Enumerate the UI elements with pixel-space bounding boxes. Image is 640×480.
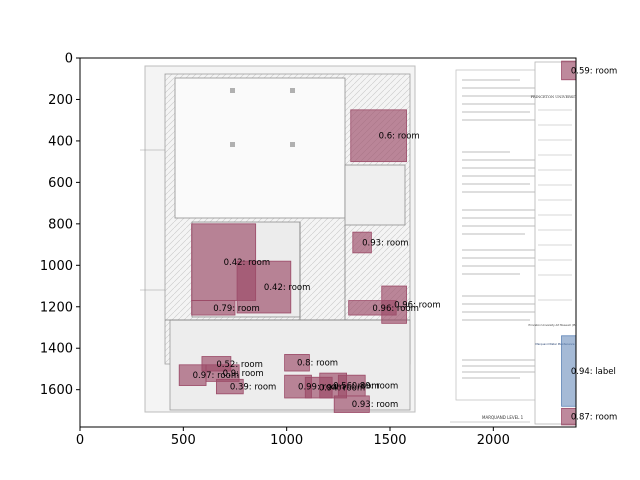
detection-label: 0.9: room bbox=[223, 369, 264, 379]
axes-frame bbox=[79, 57, 577, 428]
y-tick-label: 800 bbox=[48, 217, 73, 232]
room-detection-box bbox=[191, 300, 236, 316]
detection-label: 0.39: room bbox=[230, 383, 276, 393]
y-tick-label: 400 bbox=[48, 134, 73, 149]
x-axis: 0 500 1000 1500 2000 bbox=[76, 427, 510, 448]
y-tick-label: 1200 bbox=[40, 300, 73, 315]
y-axis: 0 200 400 600 800 1000 1200 1400 1600 bbox=[40, 52, 80, 398]
x-tick-label: 2000 bbox=[477, 433, 510, 448]
room-detection-box bbox=[348, 300, 397, 316]
y-tick-label: 200 bbox=[48, 93, 73, 108]
x-tick-label: 1500 bbox=[373, 433, 406, 448]
detections-layer bbox=[178, 60, 576, 426]
room-detection-box bbox=[304, 376, 333, 399]
detection-label: 0.96: room bbox=[372, 304, 418, 314]
room-detection-box bbox=[352, 231, 372, 254]
detection-label: 0.94: label bbox=[571, 367, 616, 377]
detection-label: 0.6: room bbox=[379, 132, 420, 142]
detection-label: 0.42: room bbox=[224, 258, 270, 268]
room-detection-box bbox=[350, 109, 407, 163]
room-detection-box bbox=[236, 260, 292, 314]
stamp-text: Marquand Water Maintenance bbox=[535, 342, 574, 346]
x-tick-label: 0 bbox=[76, 433, 84, 448]
y-tick-label: 1600 bbox=[40, 383, 73, 398]
room-detection-box bbox=[178, 364, 207, 386]
detection-label: 0.8: room bbox=[297, 359, 338, 369]
project-name: Princeton University Art Museum (PUAM) bbox=[529, 323, 582, 327]
detection-label: 0.96: room bbox=[394, 301, 440, 311]
detection-label: 0.79: room bbox=[213, 304, 259, 314]
room-detection-box bbox=[215, 378, 244, 395]
x-tick-label: 500 bbox=[171, 433, 196, 448]
y-tick-label: 1400 bbox=[40, 342, 73, 357]
floor-plan-image: PRINCETON UNIVERSITY Princeton Universit… bbox=[80, 58, 582, 427]
room-detection-box bbox=[284, 354, 310, 372]
label-detection-box bbox=[561, 335, 576, 407]
room-detection-box bbox=[561, 407, 576, 426]
detection-label: 0.94: room bbox=[319, 384, 365, 394]
detection-label: 0.56: room bbox=[333, 382, 379, 392]
detection-label: 0.97: room bbox=[193, 371, 239, 381]
room-detection-box bbox=[333, 395, 370, 413]
y-tick-label: 600 bbox=[48, 176, 73, 191]
detection-label: 0.52: room bbox=[216, 360, 262, 370]
y-tick-label: 0 bbox=[65, 52, 73, 67]
detection-label: 0.42: room bbox=[264, 283, 310, 293]
institution-name: PRINCETON UNIVERSITY bbox=[531, 95, 580, 99]
detection-label: 0.93: room bbox=[362, 239, 408, 249]
detection-label: 0.89: room bbox=[352, 382, 398, 392]
y-tick-label: 1000 bbox=[40, 259, 73, 274]
detection-label: 0.59: room bbox=[571, 66, 617, 76]
detection-label: 0.93: room bbox=[352, 400, 398, 410]
detection-label: 0.87: room bbox=[571, 413, 617, 423]
room-detection-box bbox=[561, 60, 576, 81]
detection-label: 0.99: room bbox=[298, 383, 344, 393]
detection-labels-layer: 0.59: room 0.6: room 0.93: room 0.42: room 0… bbox=[193, 66, 618, 422]
drawing-title: MARQUAND LEVEL 1 bbox=[482, 415, 524, 420]
x-tick-label: 1000 bbox=[270, 433, 303, 448]
